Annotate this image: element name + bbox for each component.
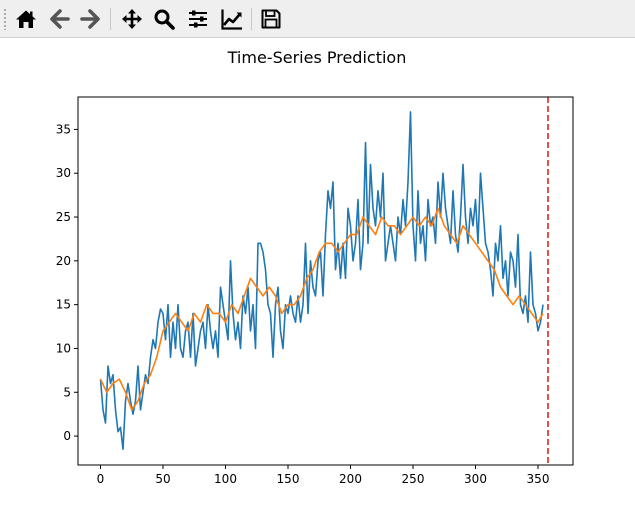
home-icon <box>16 10 36 28</box>
x-tick-label: 50 <box>155 472 170 486</box>
axes-frame <box>77 96 574 466</box>
x-tick-label: 150 <box>277 472 300 486</box>
navigation-toolbar <box>0 0 635 38</box>
y-tick-label: 5 <box>63 385 71 399</box>
configure-subplots-button[interactable] <box>184 5 212 33</box>
y-tick-label: 20 <box>56 254 71 268</box>
series-line-1 <box>99 111 544 451</box>
y-tick-label: 35 <box>56 122 71 136</box>
y-tick-label: 0 <box>63 429 71 443</box>
configure-subplots-icon <box>189 10 207 28</box>
back-icon <box>50 9 70 29</box>
toolbar-separator <box>110 8 111 30</box>
pan-button[interactable] <box>118 5 146 33</box>
series-line-2 <box>99 207 544 411</box>
forward-button[interactable] <box>77 5 105 33</box>
edit-axis-icon <box>221 9 242 30</box>
plot-area: 0 50 100 150 200 250 300 350 0 5 10 15 20 25 30 35 <box>56 96 574 486</box>
home-button[interactable] <box>12 5 40 33</box>
y-tick-label: 30 <box>56 166 71 180</box>
x-tick-label: 200 <box>339 472 362 486</box>
y-tick-label: 15 <box>56 298 71 312</box>
x-tick-label: 0 <box>97 472 105 486</box>
toolbar-grip-handle[interactable] <box>3 8 7 30</box>
x-tick-label: 300 <box>464 472 487 486</box>
y-tick-label: 10 <box>56 341 71 355</box>
y-tick-label: 25 <box>56 210 71 224</box>
edit-axis-button[interactable] <box>218 5 246 33</box>
chart-canvas[interactable]: Time-Series Prediction 0 50 100 150 200 250 30… <box>0 38 635 519</box>
save-icon <box>261 9 281 29</box>
pan-icon <box>122 9 142 29</box>
x-tick-label: 350 <box>527 472 550 486</box>
x-tick-label: 100 <box>214 472 237 486</box>
save-button[interactable] <box>257 5 285 33</box>
zoom-button[interactable] <box>150 5 178 33</box>
back-button[interactable] <box>45 5 73 33</box>
zoom-icon <box>154 9 175 30</box>
x-tick-label: 250 <box>402 472 425 486</box>
forward-icon <box>80 9 100 29</box>
toolbar-separator <box>251 8 252 30</box>
chart-title: Time-Series Prediction <box>227 48 407 67</box>
